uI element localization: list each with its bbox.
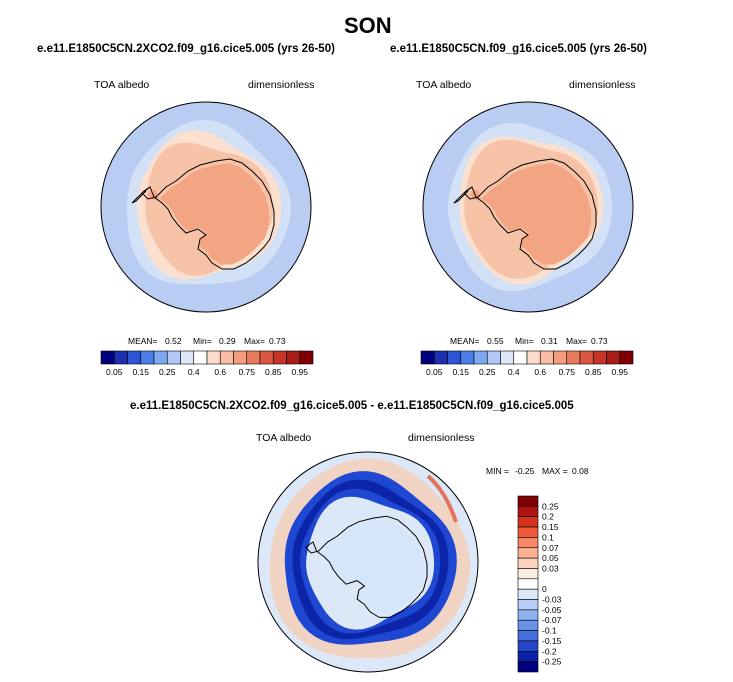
panel2-coastline (463, 158, 597, 270)
panel3-colorbar-box (517, 506, 539, 518)
panel2-continent-fill (469, 163, 591, 265)
panel3-colorbar-box (517, 516, 539, 528)
panel3-colorbar-label: -0.1 (542, 626, 557, 636)
panel3-colorbar-label: -0.2 (542, 646, 557, 656)
panel2-mean-value: 0.55 (487, 336, 504, 346)
panel1-colorbar-label: 0.15 (132, 367, 149, 377)
panel3-left-label: TOA albedo (256, 432, 312, 444)
panel2-right-label: dimensionless (569, 79, 636, 91)
panel2-colorbar-label: 0.4 (508, 367, 520, 377)
panel3-colorbar-label: 0.15 (542, 522, 559, 532)
panel1-right-label: dimensionless (248, 79, 315, 91)
panel1-title: e.e11.E1850C5CN.2XCO2.f09_g16.cice5.005 … (37, 43, 335, 55)
panel2-colorbar-box (619, 350, 634, 365)
panel1-min-label: Min= (193, 336, 212, 346)
panel2-left-label: TOA albedo (416, 79, 472, 91)
panel2-boundary (422, 101, 634, 313)
panel3-colorbar-box (517, 526, 539, 538)
panel2-max-value: 0.73 (591, 336, 608, 346)
panel2-mean-label: MEAN= (450, 336, 480, 346)
panel3-colorbar-label: 0.07 (542, 543, 559, 553)
panel2-title: e.e11.E1850C5CN.f09_g16.cice5.005 (yrs 2… (390, 43, 648, 55)
panel3-colorbar-box (517, 547, 539, 559)
panel1-continent-fill (147, 163, 269, 265)
panel1-colorbar-label: 0.6 (214, 367, 226, 377)
panel3-colorbar-label: 0.05 (542, 553, 559, 563)
panel3-continent-fill (309, 519, 424, 614)
panel1-colorbar-label: 0.4 (188, 367, 200, 377)
panel2-min-value: 0.31 (541, 336, 558, 346)
panel1-colorbar-label: 0.05 (106, 367, 123, 377)
panel2-max-label: Max= (566, 336, 588, 346)
panel2-colorbar-label: 0.6 (534, 367, 546, 377)
panel1-min-value: 0.29 (219, 336, 236, 346)
panel1-colorbar-label: 0.75 (238, 367, 255, 377)
panel1-max-value: 0.73 (269, 336, 286, 346)
panel3-colorbar-label: 0.25 (542, 501, 559, 511)
panel1-peninsula (131, 186, 151, 204)
panel3-positive-streak (426, 474, 458, 523)
panel3-colorbar-box (517, 650, 539, 662)
panel3-title: e.e11.E1850C5CN.2XCO2.f09_g16.cice5.005 … (130, 400, 574, 412)
panel3-colorbar-box (517, 661, 539, 673)
panel3-colorbar-box (517, 640, 539, 652)
panel1-mean-label: MEAN= (128, 336, 158, 346)
panel3-colorbar-box (517, 568, 539, 580)
panel2-peninsula (453, 186, 473, 204)
panel3-colorbar-label: -0.25 (542, 657, 562, 667)
panel1-colorbar-label: 0.85 (265, 367, 282, 377)
panel1-coastline (141, 158, 275, 270)
panel2-colorbar-label: 0.25 (479, 367, 496, 377)
panel3-colorbar-label: -0.05 (542, 605, 562, 615)
panel1-colorbar-box (299, 350, 314, 365)
panel3-min-label: MIN = (486, 466, 509, 476)
panel3-colorbar-label: 0.03 (542, 563, 559, 573)
panel3-colorbar-box (517, 537, 539, 549)
panel3-colorbar-box (517, 588, 539, 600)
panel3-colorbar-label: 0.1 (542, 532, 554, 542)
panel3-colorbar-label: -0.15 (542, 636, 562, 646)
panel3-colorbar-box (517, 557, 539, 569)
panel3-colorbar-label: -0.03 (542, 595, 562, 605)
panel2-colorbar-label: 0.95 (611, 367, 628, 377)
panel3-colorbar-box (517, 495, 539, 507)
panel3-boundary (257, 451, 479, 673)
panel3-right-label: dimensionless (408, 432, 475, 444)
panel3-colorbar-box (517, 630, 539, 642)
panel2-min-label: Min= (515, 336, 534, 346)
panel3-colorbar-box (517, 599, 539, 611)
panel1-colorbar-label: 0.95 (291, 367, 308, 377)
panel3-colorbar-box (517, 578, 539, 590)
panel2-colorbar-label: 0.05 (426, 367, 443, 377)
panel3-max-label: MAX = (542, 466, 568, 476)
panel3-colorbar-box (517, 619, 539, 631)
panel1-max-label: Max= (244, 336, 266, 346)
panel3-min-value: -0.25 (515, 466, 535, 476)
panel2-colorbar-label: 0.85 (585, 367, 602, 377)
panel3-colorbar-box (517, 609, 539, 621)
panel2-colorbar-label: 0.75 (558, 367, 575, 377)
panel1-boundary (100, 101, 312, 313)
panel3-coastline (304, 515, 428, 618)
panel3-colorbar-label: 0 (542, 584, 547, 594)
panel1-mean-value: 0.52 (165, 336, 182, 346)
main-title: SON (344, 13, 392, 38)
panel3-colorbar-label: 0.2 (542, 512, 554, 522)
panel1-left-label: TOA albedo (94, 79, 150, 91)
panel3-colorbar-label: -0.07 (542, 615, 562, 625)
panel2-colorbar-label: 0.15 (452, 367, 469, 377)
panel1-colorbar-label: 0.25 (159, 367, 176, 377)
panel3-max-value: 0.08 (572, 466, 589, 476)
